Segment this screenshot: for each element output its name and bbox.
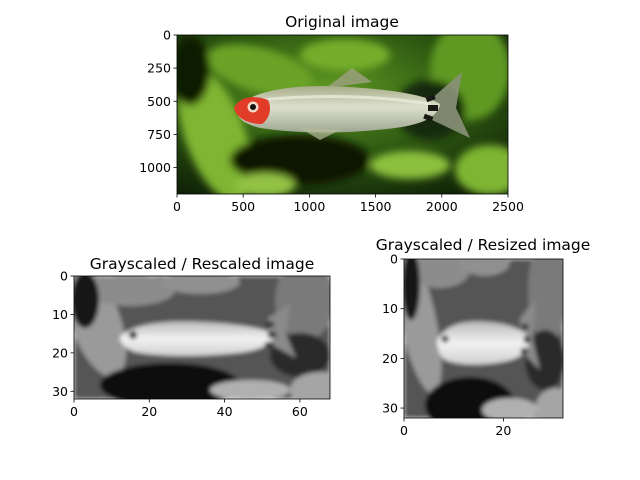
rescaled-image-content: [74, 276, 330, 399]
rescaled-image-title: Grayscaled / Rescaled image: [90, 255, 315, 273]
y-tick-label: 30: [382, 401, 398, 416]
original-image-ticks: 0 500 1000 1500 2000 2500 0 250 500 750 1000: [139, 28, 524, 215]
original-image-axes: Original image: [139, 13, 524, 215]
y-tick-label: 500: [147, 94, 171, 109]
x-tick-label: 500: [231, 199, 255, 214]
y-tick-label: 10: [52, 307, 68, 322]
resized-image-title: Grayscaled / Resized image: [376, 236, 591, 254]
x-tick-label: 1000: [293, 199, 325, 214]
y-tick-label: 10: [382, 301, 398, 316]
y-tick-label: 20: [382, 351, 398, 366]
x-tick-label: 1500: [360, 199, 392, 214]
resized-image-axes: Grayscaled / Resized image: [376, 236, 591, 439]
rescaled-image-ticks: 0 20 40 60 0 10 20 30: [52, 269, 308, 420]
resized-image-content: [404, 259, 563, 418]
x-tick-label: 2500: [492, 199, 524, 214]
fish-illustration: [234, 68, 470, 140]
y-tick-label: 0: [60, 269, 68, 284]
resized-image-ticks: 0 20 0 10 20 30: [382, 252, 511, 439]
original-image-content: [177, 35, 508, 194]
x-tick-label: 0: [173, 199, 181, 214]
y-tick-label: 0: [390, 252, 398, 267]
rescaled-image-axes: Grayscaled / Rescaled image: [52, 255, 331, 420]
x-tick-label: 0: [400, 423, 408, 438]
x-tick-label: 40: [217, 404, 233, 419]
y-tick-label: 1000: [139, 160, 171, 175]
x-tick-label: 20: [495, 423, 511, 438]
y-tick-label: 0: [163, 28, 171, 43]
x-tick-label: 0: [70, 404, 78, 419]
y-tick-label: 750: [147, 127, 171, 142]
x-tick-label: 60: [292, 404, 308, 419]
y-tick-label: 20: [52, 345, 68, 360]
y-tick-label: 250: [147, 61, 171, 76]
original-image-title: Original image: [285, 13, 399, 31]
x-tick-label: 2000: [426, 199, 458, 214]
y-tick-label: 30: [52, 384, 68, 399]
x-tick-label: 20: [141, 404, 157, 419]
